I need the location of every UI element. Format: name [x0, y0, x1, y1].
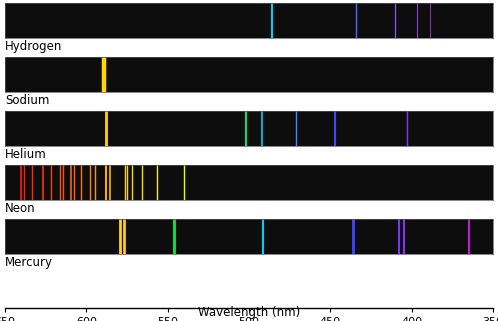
Text: Sodium: Sodium	[5, 94, 49, 107]
Text: Wavelength (nm): Wavelength (nm)	[198, 307, 300, 319]
Text: Hydrogen: Hydrogen	[5, 40, 62, 53]
Text: Helium: Helium	[5, 148, 47, 161]
Text: Neon: Neon	[5, 202, 35, 215]
Text: Mercury: Mercury	[5, 256, 53, 269]
